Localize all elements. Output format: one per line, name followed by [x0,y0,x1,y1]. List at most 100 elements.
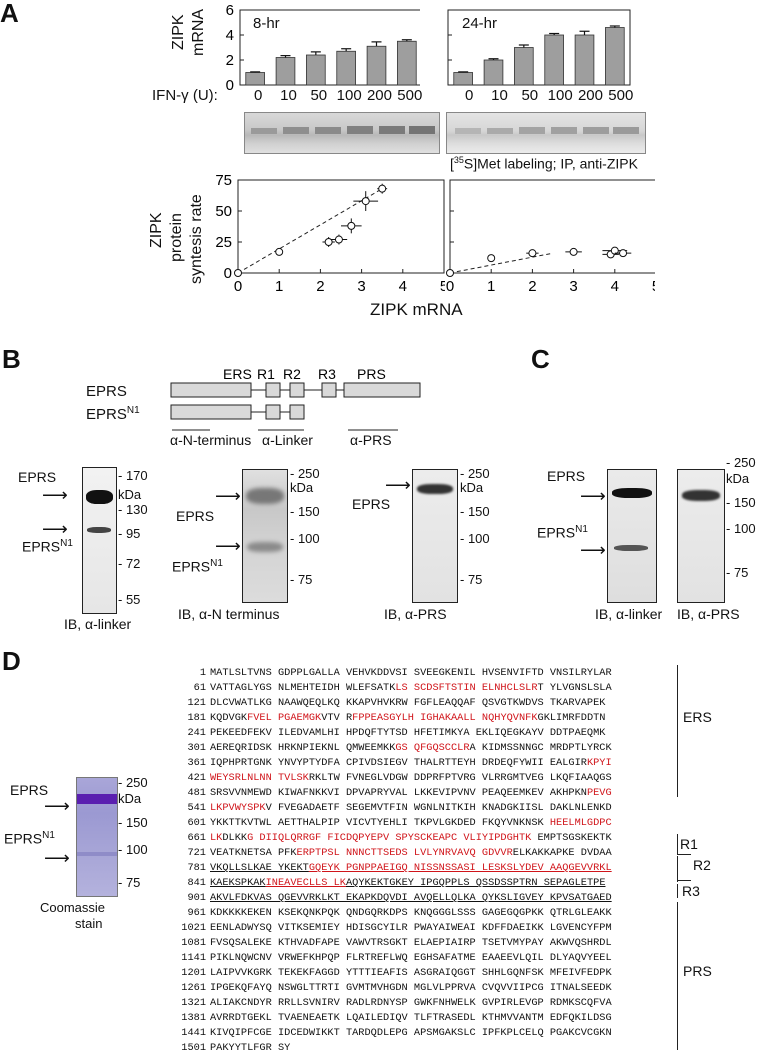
sequence-row: 541 LKPVWYSPKV FVEGADAETF SEGEMVTFIN WGNL… [170,802,611,814]
band [487,128,513,134]
mw-marker: - 130 [118,502,148,517]
data-point [347,221,356,230]
peptide-highlight: KPYI [586,757,612,769]
sequence-segment: ALIAKCNDYR RRLLSVNIRV RADLRDNYSP GWKFNHW… [210,997,612,1009]
labeling-caption: [35S]Met labeling; IP, anti-ZIPK [450,155,638,172]
bar [275,57,296,86]
blot-alpha-linker [82,467,117,614]
region-label-r3: R3 [682,883,700,899]
labeling-gel-8hr [244,112,440,154]
dose-label: 200 [577,87,603,104]
blot2-eprs-label: EPRS [176,508,215,524]
chart-label-24hr: 24-hr [462,15,498,32]
mw-marker: - 250 [290,466,320,481]
bar-chart-24hr [447,9,631,86]
ylabel-mrna-1: ZIPK [170,14,187,50]
sequence-row: 301 AEREQRIDSK HRKNPIEKNL QMWEEMKKGS QFGQ… [170,742,611,754]
d-markers: - 250 kDa - 150 - 100 - 75 [118,775,158,890]
mw-marker: - 100 [726,521,756,536]
peptide-highlight: GQEYK PGNPPAEIGQ NISSNSSASI LESKSLYDEV A… [308,862,612,874]
residue-number: 901 [187,892,206,904]
sequence-row: 121 DLCVWATLKG NAAWQEQLKQ KKAPVHVKRW FGFL… [170,697,605,709]
mw-marker: - 75 [290,572,313,587]
domain-label-prs: PRS [357,366,386,382]
sequence-segment: GKLIMRFDDTN [537,712,606,724]
sequence-row: 1 MATLSLTVNS GDPPLGALLA VEHVKDDVSI SVEEGK… [170,667,612,679]
ylabel-rate-1: ZIPK [148,212,165,248]
panel-label-b: B [2,344,21,374]
y-tick-label: 4 [226,27,234,44]
blot-alpha-n-terminus [242,469,288,603]
residue-number: 481 [187,787,206,799]
peptide-highlight: INEAVECLLS LK [265,877,346,889]
residue-number: 961 [187,907,206,919]
sequence-segment: MATLSLTVNS GDPPLGALLA VEHVKDDVSI SVEEGKE… [210,667,612,679]
region-label-ers: ERS [683,709,712,725]
ylabel-rate-3: syntesis rate [188,194,205,284]
bar [366,45,387,86]
blot-c-alpha-prs [677,469,725,603]
data-point [234,269,242,277]
arrow-icon: ⟶ [215,486,241,506]
ab-n-terminus-label: α-N-terminus [170,432,252,448]
bar [605,27,625,86]
band [583,127,609,134]
sequence-row: 781 VKQLLSLKAE YKEKTGQEYK PGNPPAEIGQ NISS… [170,862,612,874]
n1-r2-box [289,404,305,420]
ab-linker-label: α-Linker [262,432,313,448]
xlabel-zipk-mrna: ZIPK mRNA [370,300,463,319]
data-point [275,247,284,256]
peptide-highlight: LK [210,832,223,844]
peptide-highlight: GS QFGQSCCLR [395,742,470,754]
sequence-segment: ELKAKKAPKE DVDAA [512,847,612,859]
eprs-n1-base: EPRS [172,558,211,575]
kda-unit-label: kDa [118,487,142,502]
x-tick-label: 3 [357,278,365,295]
data-point [446,269,454,277]
bar [453,72,473,86]
domain-label-r3: R3 [318,366,336,382]
caption-text: S]Met labeling; IP, anti-ZIPK [463,155,638,172]
residue-number: 1381 [181,1012,206,1024]
sequence-segment: DLKK [222,832,248,844]
y-tick-label: 0 [224,265,232,282]
c-caption-prs: IB, α-PRS [677,606,740,622]
peptide-highlight: LS SCDSFTSTIN ELNHCLSLR [395,682,538,694]
blot2-eprs-n1-label: EPRSN1 [172,558,223,575]
residue-number: 1141 [181,952,206,964]
band [409,126,435,134]
mw-marker: - 100 [460,531,490,546]
band-eprs-n1 [87,527,111,533]
residue-number: 1 [199,667,206,679]
isotope-superscript: 35 [453,155,464,165]
eprs-n1-sup: N1 [42,830,55,841]
residue-number: 541 [187,802,206,814]
plot-frame [237,179,445,274]
sequence-segment: AVRRDTGEKL TVAENEAETK LQAILEDIQV TLFTRAS… [210,1012,612,1024]
domain-r3-box [321,382,337,398]
dose-label: 10 [280,87,297,104]
region-bracket-r1 [677,834,678,854]
blot3-markers: - 250 kDa - 150 - 100 - 75 [460,466,510,596]
x-tick-label: 1 [275,278,283,295]
arrow-icon: ⟶ [580,486,606,506]
band [455,128,481,134]
domain-diagram: ERS R1 R2 R3 PRS [170,366,421,431]
sequence-segment: PEKEEDFEKV ILEDVAMLHI HPDQFTYTSD HFETIMK… [210,727,606,739]
sequence-row: 1261 IPGEKQFAYQ NSWGLTTRTI GVMTMVHGDN MGL… [170,982,611,994]
c-markers: - 250 kDa - 150 - 100 - 75 [726,455,766,595]
blot1-caption: IB, α-linker [64,616,132,632]
y-tick-label: 6 [226,2,234,19]
mw-marker: - 250 [460,466,490,481]
bar [483,59,504,86]
sequence-segment: T YLVGNSLSLA [537,682,612,694]
blot-alpha-prs [412,469,458,603]
plot-frame [447,9,631,86]
residue-number: 661 [187,832,206,844]
band [519,127,545,134]
band [283,127,309,134]
arrow-icon: ⟶ [42,519,68,539]
mw-marker: - 250 [726,455,756,470]
blot-c-alpha-linker [607,469,657,603]
data-point [487,254,496,263]
